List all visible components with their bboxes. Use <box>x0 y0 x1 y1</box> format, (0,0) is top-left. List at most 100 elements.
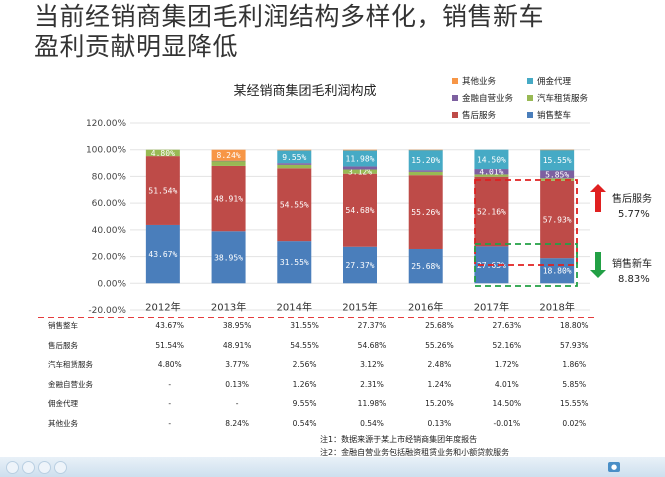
bar-segment <box>343 246 377 284</box>
table-row: 金融自营业务 - 0.13% 1.26% 2.31% 1.24% 4.01% 5.85% <box>48 375 608 395</box>
legend-swatch <box>527 78 533 84</box>
y-tick-label: 120.00% <box>86 119 126 129</box>
legend-swatch <box>527 112 533 118</box>
y-axis-ticks: -20.00% 0.00% 20.00% 40.00% 60.00% 80.00% 100.… <box>86 119 126 316</box>
nav-next-icon[interactable] <box>38 461 51 474</box>
bar-data-label: 15.20% <box>411 156 440 165</box>
bar-segment <box>145 224 180 284</box>
bar-segment <box>540 149 575 151</box>
bar-data-label: 54.55% <box>280 201 309 210</box>
table-cell: 18.80% <box>559 321 589 331</box>
bar-segment <box>343 173 377 247</box>
down-arrow-icon <box>590 252 606 278</box>
bar-data-label: 38.95% <box>214 253 243 262</box>
data-table: 销售整车 43.67% 38.95% 31.55% 27.37% 25.68% 27.63%… <box>48 316 608 433</box>
bar-data-label: 27.37% <box>346 261 375 270</box>
bar-data-label: 5.85% <box>545 170 569 179</box>
y-tick-label: 40.00% <box>92 226 127 236</box>
table-cell: 1.72% <box>494 360 519 370</box>
bar-segment <box>211 160 246 162</box>
table-cell: 54.55% <box>290 340 319 350</box>
bar-data-label: 8.24% <box>217 151 241 160</box>
bar-segment <box>277 168 312 242</box>
bar-segment <box>474 149 509 170</box>
table-cell: 38.95% <box>222 321 252 331</box>
legend-label: 售后服务 <box>462 110 497 121</box>
legend-swatch <box>452 95 458 101</box>
bar-segment <box>277 241 312 284</box>
bar-segment <box>540 170 575 179</box>
table-cell: 4.80% <box>157 360 182 370</box>
table-cell: - <box>168 379 172 389</box>
legend-label: 其他业务 <box>462 76 497 87</box>
annotation-value-service: 5.77% <box>618 209 650 220</box>
table-cell: 3.12% <box>360 360 384 370</box>
bar-segment <box>408 170 443 172</box>
nav-first-icon[interactable] <box>6 461 19 474</box>
bar-segment <box>145 156 180 225</box>
y-tick-label: 20.00% <box>92 253 127 263</box>
table-row: 佣金代理 - - 9.55% 11.98% 15.20% 14.50% 15.55% <box>48 394 608 414</box>
x-tick-label: 2012年 <box>145 301 180 314</box>
bar-data-label: 9.55% <box>282 153 306 162</box>
bar-segment <box>408 175 443 249</box>
bar-data-label: 43.67% <box>148 250 177 259</box>
y-tick-label: -20.00% <box>88 306 126 316</box>
bar-data-label: 51.54% <box>148 187 177 196</box>
bar-data-label: 54.68% <box>346 206 375 215</box>
bar-data-label: 11.98% <box>346 154 375 163</box>
table-cell: - <box>168 418 172 428</box>
bar-segment <box>540 149 575 171</box>
bar-segment <box>343 169 377 174</box>
table-cell: 3.77% <box>225 360 250 370</box>
legend-label: 金融自营业务 <box>462 93 514 104</box>
table-cell: 9.55% <box>292 399 317 409</box>
bar-data-label: 31.55% <box>280 258 309 267</box>
headline-line-2: 盈利贡献明显降低 <box>34 32 239 61</box>
bar-segment <box>277 164 312 169</box>
table-cell: 51.54% <box>155 340 185 350</box>
nav-prev-icon[interactable] <box>22 461 35 474</box>
up-arrow-icon <box>590 184 606 212</box>
table-row-header: 汽车租赁服务 <box>48 360 93 370</box>
y-tick-label: 60.00% <box>92 199 127 209</box>
bar-segment <box>211 165 246 232</box>
x-tick-label: 2017年 <box>474 301 509 314</box>
y-tick-label: 80.00% <box>92 172 127 182</box>
table-cell: 0.54% <box>360 418 384 428</box>
y-tick-label: 100.00% <box>86 146 126 156</box>
highlight-box-service <box>474 179 578 266</box>
table-cell: 1.86% <box>562 360 587 370</box>
bar-segment <box>474 176 509 247</box>
bar-segment <box>277 149 312 151</box>
x-tick-label: 2015年 <box>342 301 377 314</box>
table-cell: 27.63% <box>492 321 522 331</box>
legend-label: 销售整车 <box>537 110 571 121</box>
annotation-value-newcar: 8.83% <box>618 274 650 285</box>
table-cell: 25.68% <box>425 321 454 331</box>
x-tick-label: 2013年 <box>211 301 246 314</box>
table-cell: - <box>168 399 172 409</box>
table-cell: 48.91% <box>222 340 252 350</box>
table-cell: 5.85% <box>562 379 587 389</box>
table-cell: 8.24% <box>225 418 250 428</box>
highlight-boxes <box>37 179 599 318</box>
slide-headline: 当前经销商集团毛利润结构多样化，销售新车 盈利贡献明显降低 <box>34 2 544 62</box>
table-cell: - <box>235 399 239 409</box>
table-row-header: 售后服务 <box>48 340 78 350</box>
y-tick-label: 0.00% <box>97 279 126 289</box>
table-cell: 0.54% <box>292 418 317 428</box>
bar-segment <box>474 174 509 177</box>
table-cell: 0.13% <box>427 418 452 428</box>
highlight-box-newcar <box>474 243 578 287</box>
legend-label: 汽车租赁服务 <box>537 93 589 104</box>
table-cell: 0.02% <box>562 418 587 428</box>
table-cell: 54.68% <box>357 340 387 350</box>
nav-last-icon[interactable] <box>54 461 67 474</box>
footnote-1: 注1：数据来源于某上市经销商集团年度报告 <box>320 435 478 444</box>
bar-data-label: 15.55% <box>543 156 572 165</box>
change-annotations: 售后服务 5.77% 销售新车 8.83% <box>590 184 652 285</box>
bar-data-label: 25.68% <box>411 262 440 271</box>
table-row-header: 金融自营业务 <box>48 379 93 389</box>
x-tick-label: 2014年 <box>277 301 312 314</box>
